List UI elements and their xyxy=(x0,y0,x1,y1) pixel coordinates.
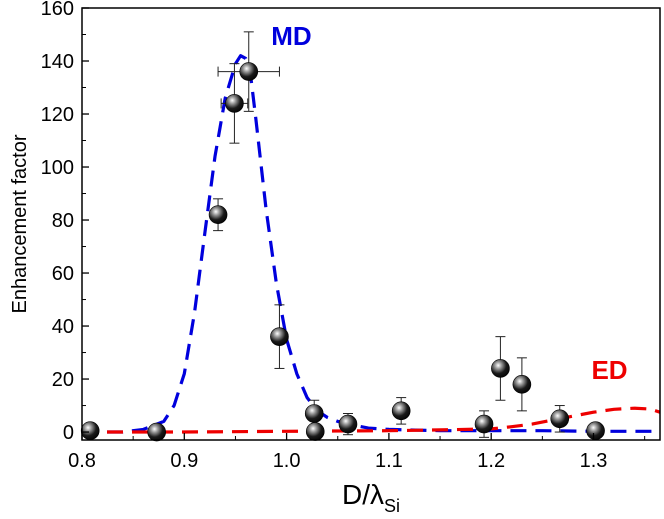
data-point xyxy=(305,422,325,441)
data-point xyxy=(304,404,324,423)
data-point xyxy=(491,359,510,378)
y-tick-label: 100 xyxy=(41,157,74,179)
x-axis-title-main: D/λ xyxy=(342,479,384,510)
y-tick-label: 40 xyxy=(52,316,74,338)
data-point xyxy=(474,414,494,434)
y-tick-label: 160 xyxy=(41,0,74,20)
x-tick-label: 0.8 xyxy=(68,450,96,472)
data-point xyxy=(225,94,244,113)
annotation-label: ED xyxy=(591,355,627,385)
plot-frame xyxy=(81,7,661,441)
x-axis-title-sub: Si xyxy=(384,496,400,516)
annotation-label: MD xyxy=(271,21,311,51)
data-point xyxy=(80,421,100,441)
data-point xyxy=(586,421,605,441)
errorbars-layer xyxy=(213,31,565,438)
x-axis-title: D/λSi xyxy=(342,479,400,516)
annotations-layer: MD ED xyxy=(271,21,627,385)
y-tick-label: 140 xyxy=(41,51,74,73)
x-tick-label: 1.3 xyxy=(580,450,608,472)
data-point xyxy=(512,375,532,394)
data-point xyxy=(270,327,289,346)
y-axis: 0 20 40 60 80 100 120 140 160 xyxy=(41,0,89,444)
model-curve xyxy=(82,54,660,434)
data-point xyxy=(208,205,228,225)
markers-layer xyxy=(80,62,605,442)
x-tick-label: 0.9 xyxy=(170,450,198,472)
data-point xyxy=(338,414,358,434)
x-axis: 0.8 0.9 1.0 1.1 1.2 1.3 xyxy=(68,433,646,472)
x-tick-label: 1.0 xyxy=(273,450,301,472)
data-point xyxy=(550,409,570,429)
y-tick-label: 20 xyxy=(52,369,74,391)
y-tick-label: 0 xyxy=(63,422,74,444)
x-tick-label: 1.2 xyxy=(477,450,505,472)
data-point xyxy=(147,422,166,442)
y-axis-title: Enhancement factor xyxy=(9,134,31,313)
y-tick-label: 80 xyxy=(52,210,74,232)
y-tick-label: 120 xyxy=(41,104,74,126)
data-point xyxy=(391,401,411,421)
curves-layer xyxy=(82,54,660,434)
x-tick-label: 1.1 xyxy=(375,450,403,472)
y-tick-label: 60 xyxy=(52,263,74,285)
data-point xyxy=(239,62,259,81)
